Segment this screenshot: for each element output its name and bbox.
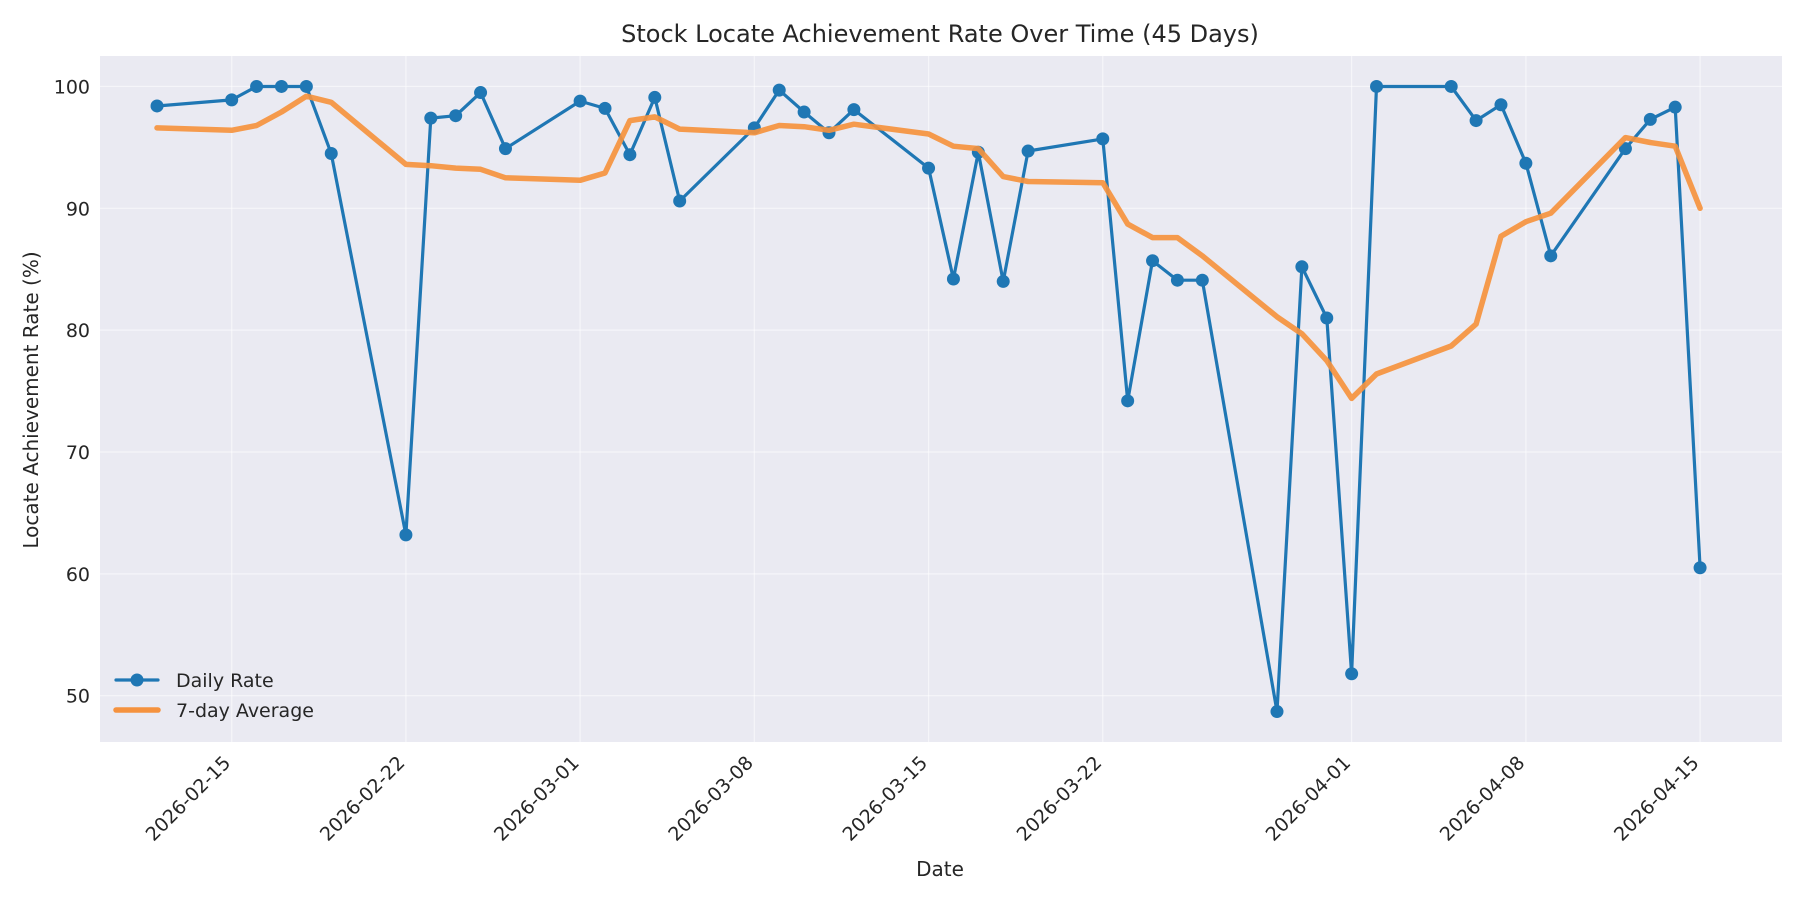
daily-rate-point (797, 105, 811, 119)
daily-rate-point (598, 101, 612, 115)
x-tick-label: 2026-03-15 (838, 752, 932, 846)
y-axis-ticks: 50 60 70 80 90 100 (54, 76, 90, 707)
y-tick-label: 100 (54, 76, 90, 98)
x-tick-label: 2026-02-22 (316, 752, 410, 846)
x-tick-label: 2026-03-01 (490, 752, 584, 846)
x-tick-label: 2026-03-08 (664, 752, 758, 846)
daily-rate-point (1469, 114, 1483, 128)
x-tick-label: 2026-04-15 (1610, 752, 1704, 846)
daily-rate-point (449, 109, 463, 123)
daily-rate-point (1170, 273, 1184, 287)
daily-rate-point (1618, 142, 1632, 156)
daily-rate-point (324, 146, 338, 160)
y-tick-label: 80 (66, 320, 90, 342)
daily-rate-point (573, 94, 587, 108)
daily-rate-point (1295, 260, 1309, 274)
daily-rate-point (474, 86, 488, 100)
legend-label: 7-day Average (176, 700, 314, 722)
daily-rate-point (1345, 667, 1359, 681)
x-tick-label: 2026-02-15 (142, 752, 236, 846)
daily-rate-point (1320, 311, 1334, 325)
daily-rate-point (847, 103, 861, 117)
daily-rate-point (424, 111, 438, 125)
daily-rate-point (946, 272, 960, 286)
daily-rate-point (399, 528, 413, 542)
daily-rate-point (250, 79, 264, 93)
y-tick-label: 50 (66, 686, 90, 708)
grid-lines (100, 56, 1782, 742)
x-axis-ticks: 2026-02-15 2026-02-22 2026-03-01 2026-03-08… (142, 752, 1704, 846)
daily-rate-point (1544, 249, 1558, 263)
daily-rate-point (1021, 144, 1035, 158)
daily-rate-point (498, 142, 512, 156)
daily-rate-point (1195, 273, 1209, 287)
x-tick-label: 2026-04-08 (1436, 752, 1530, 846)
x-tick-label: 2026-03-22 (1013, 752, 1107, 846)
daily-rate-point (623, 148, 637, 162)
daily-rate-point (1370, 79, 1384, 93)
daily-rate-point (673, 194, 687, 208)
daily-rate-point (150, 99, 164, 113)
y-tick-label: 60 (66, 564, 90, 586)
y-tick-label: 70 (66, 442, 90, 464)
daily-rate-point (1668, 100, 1682, 114)
seven-day-average-line (154, 93, 1703, 402)
daily-rate-point (772, 83, 786, 97)
daily-rate-point (1096, 132, 1110, 146)
daily-rate-point (1270, 705, 1284, 719)
daily-rate-point (1519, 156, 1533, 170)
x-tick-label: 2026-04-01 (1262, 752, 1356, 846)
daily-rate-point (1146, 254, 1160, 268)
daily-rate-point (922, 161, 936, 175)
series-layer (150, 79, 1707, 719)
daily-rate-point (274, 79, 288, 93)
y-tick-label: 90 (66, 198, 90, 220)
legend-marker (130, 673, 144, 687)
legend: Daily Rate 7-day Average (113, 670, 314, 722)
daily-rate-point (1121, 394, 1135, 408)
daily-rate-point (225, 93, 239, 107)
daily-rate-point (299, 79, 313, 93)
x-axis-label: Date (916, 857, 964, 881)
daily-rate-point (1643, 112, 1657, 126)
y-axis-label: Locate Achievement Rate (%) (19, 251, 43, 548)
daily-rate-point (648, 90, 662, 104)
daily-rate-point (1693, 561, 1707, 575)
daily-rate-point (1494, 98, 1508, 112)
daily-rate-point (1444, 79, 1458, 93)
daily-rate-point (996, 274, 1010, 288)
chart-title: Stock Locate Achievement Rate Over Time … (621, 20, 1259, 48)
legend-label: Daily Rate (176, 670, 274, 692)
